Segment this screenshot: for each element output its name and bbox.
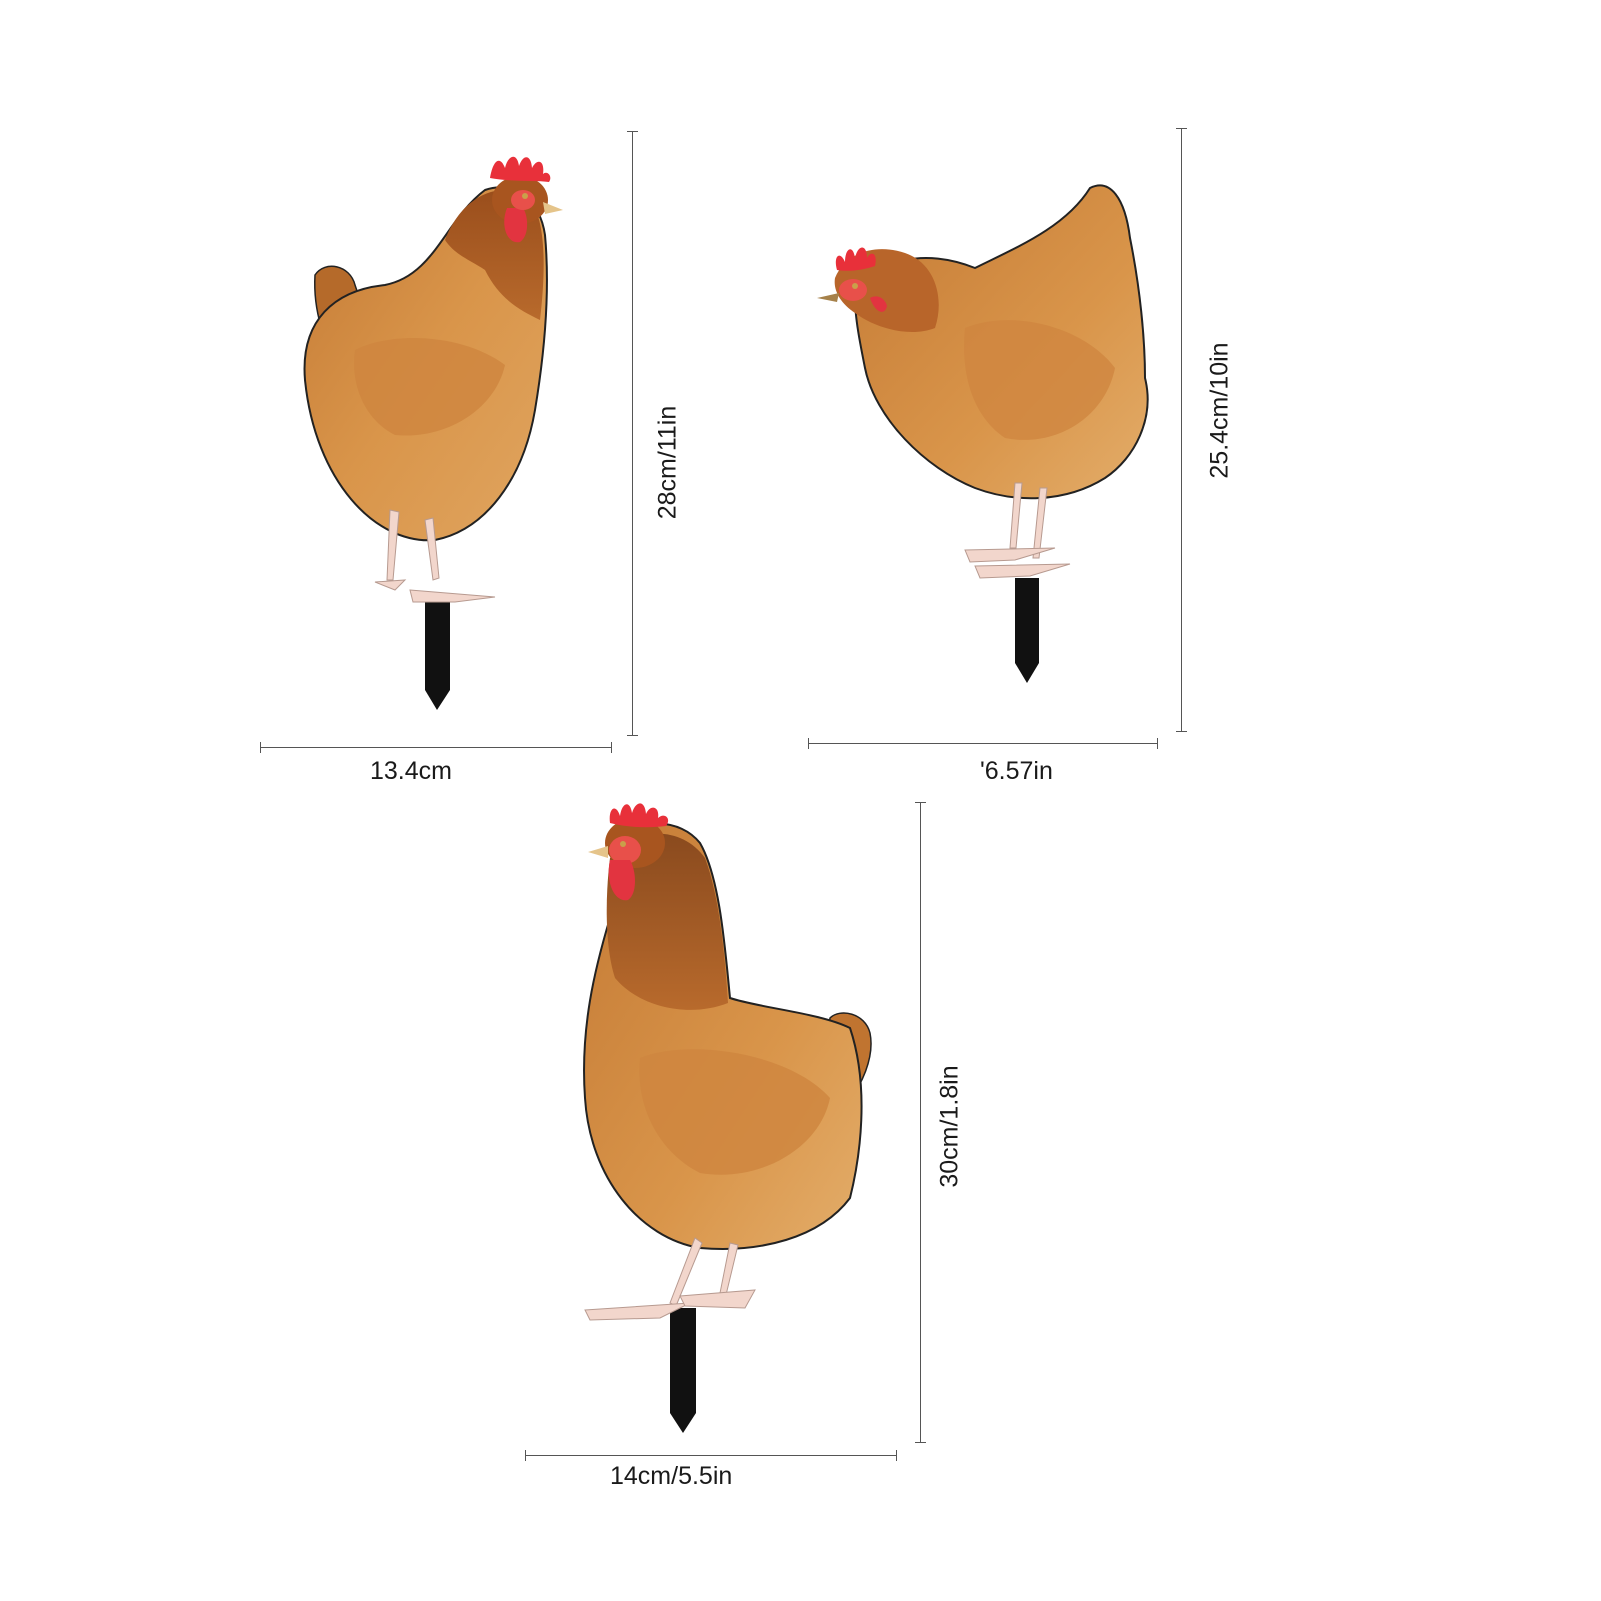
hen-1-width-tick-right <box>611 742 612 753</box>
hen-3-height-line <box>920 802 921 1443</box>
hen-1-height-label: 28cm/11in <box>653 405 682 520</box>
hen-2-width-tick-right <box>1157 738 1158 749</box>
hen-3-width-label: 14cm/5.5in <box>610 1462 733 1490</box>
hen-1-height-tick-bottom <box>627 735 638 736</box>
hen-3-width-tick-right <box>896 1450 897 1461</box>
hen-1-height-line <box>632 131 633 736</box>
hen-2-illustration <box>817 184 1149 683</box>
hen-1-illustration <box>303 156 563 710</box>
hen-3-width-line <box>525 1455 897 1456</box>
hen-1-stake <box>425 595 450 710</box>
hen-2-figure <box>815 178 1155 693</box>
hen-3-height-tick-bottom <box>915 1442 926 1443</box>
hen-1-figure <box>295 150 575 730</box>
hen-3-figure <box>580 798 880 1438</box>
hen-2-height-tick-bottom <box>1176 731 1187 732</box>
hen-2-width-line <box>808 743 1158 744</box>
hen-2-stake <box>1015 578 1039 683</box>
hen-1-width-line <box>260 747 612 748</box>
hen-3-illustration <box>583 803 872 1433</box>
hen-3-height-label: 30cm/1.8in <box>935 1065 964 1188</box>
hen-1-width-tick-left <box>260 742 261 753</box>
hen-2-height-label: 25.4cm/10in <box>1205 342 1234 479</box>
hen-3-height-tick-top <box>915 802 926 803</box>
hen-1-height-tick-top <box>627 131 638 132</box>
hen-3-stake <box>670 1308 696 1433</box>
hen-2-width-tick-left <box>808 738 809 749</box>
hen-2-height-tick-top <box>1176 128 1187 129</box>
hen-2-height-line <box>1181 128 1182 732</box>
hen-3-width-tick-left <box>525 1450 526 1461</box>
hen-2-width-label: '6.57in <box>980 757 1053 785</box>
hen-1-width-label: 13.4cm <box>370 757 452 785</box>
